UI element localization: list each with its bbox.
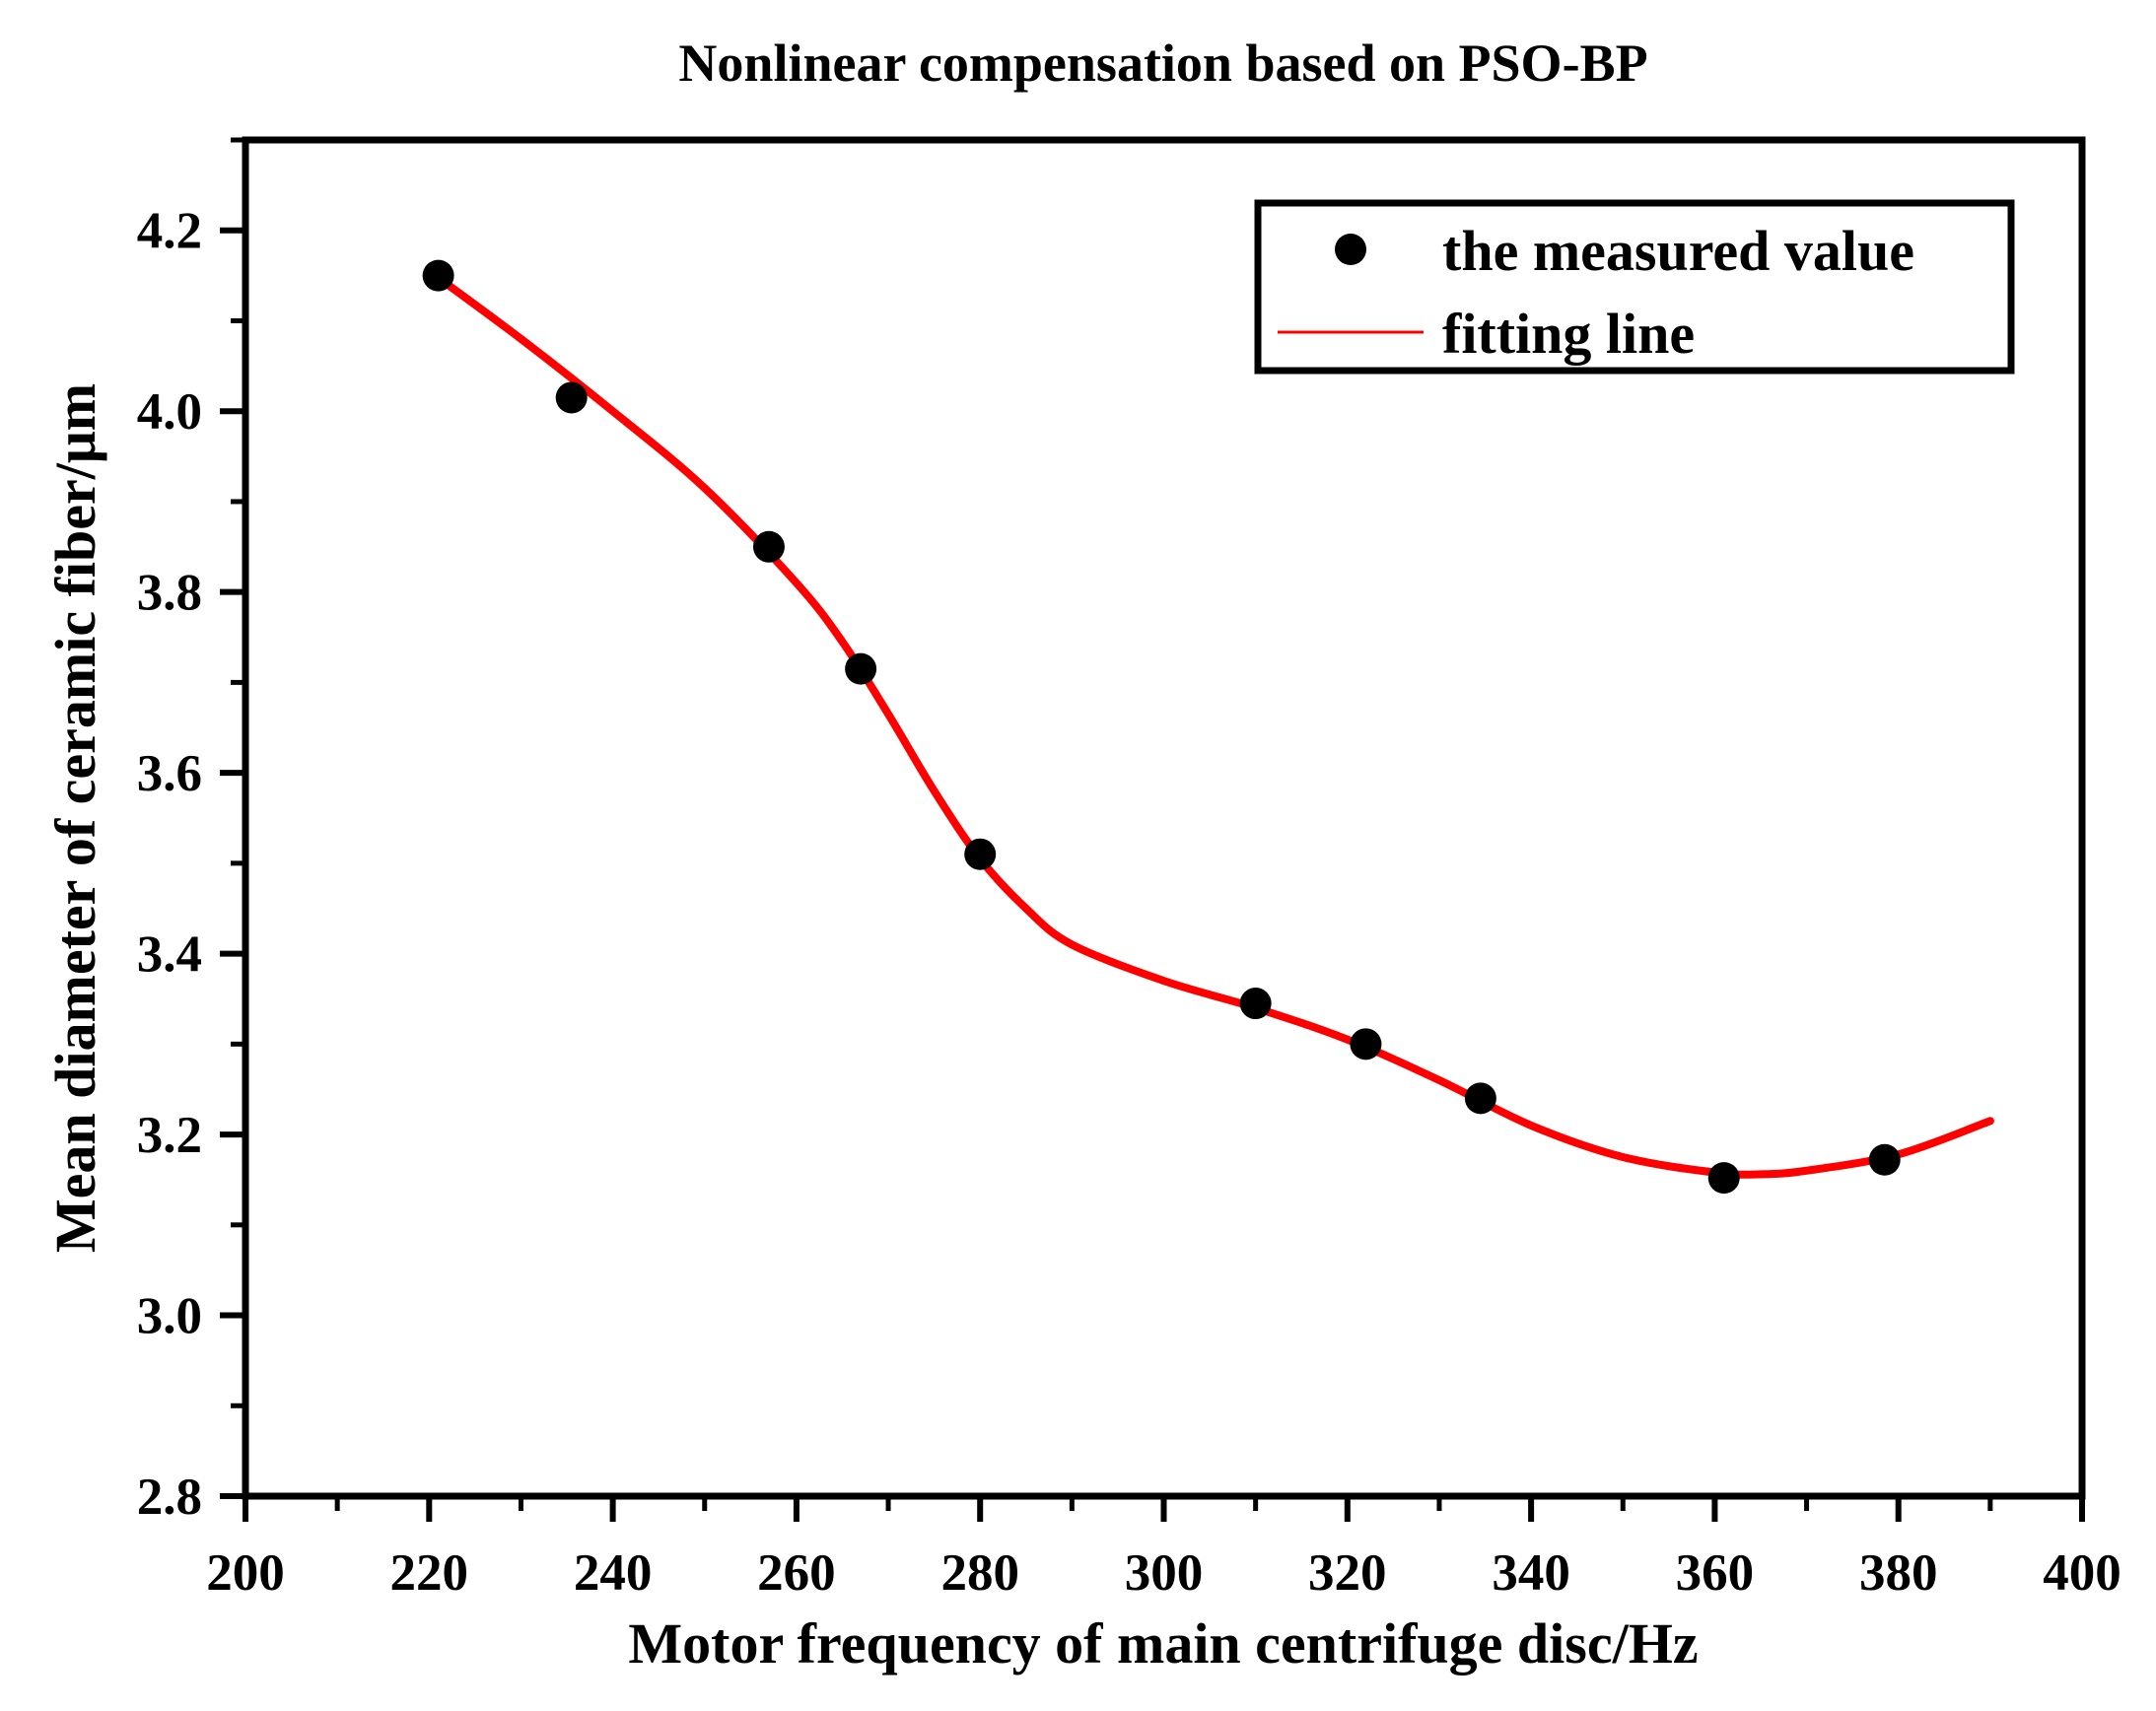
- legend-marker-measured: [1335, 234, 1366, 265]
- x-tick-label: 380: [1859, 1544, 1938, 1602]
- legend-label-measured: the measured value: [1442, 219, 1914, 283]
- y-tick-label: 2.8: [137, 1469, 202, 1526]
- y-axis-label: Mean diameter of ceramic fiber/μm: [43, 383, 107, 1253]
- y-tick-label: 3.8: [137, 565, 202, 622]
- y-tick-label: 3.6: [137, 745, 202, 802]
- x-tick-label: 300: [1125, 1544, 1204, 1602]
- data-point-measured: [1868, 1143, 1901, 1176]
- y-tick-label: 4.0: [137, 383, 202, 441]
- x-tick-label: 320: [1308, 1544, 1387, 1602]
- data-point-measured: [845, 652, 877, 685]
- x-tick-label: 340: [1492, 1544, 1570, 1602]
- y-tick-label: 3.0: [137, 1288, 202, 1345]
- x-axis-label: Motor frequency of main centrifuge disc/…: [628, 1611, 1698, 1676]
- x-tick-label: 200: [206, 1544, 285, 1602]
- y-tick-label: 4.2: [137, 203, 202, 260]
- data-point-measured: [1239, 988, 1272, 1020]
- legend-label-fitting: fitting line: [1442, 302, 1695, 366]
- y-tick-label: 3.2: [137, 1107, 202, 1164]
- data-point-measured: [1350, 1028, 1382, 1061]
- data-point-measured: [1464, 1082, 1496, 1115]
- chart-title: Nonlinear compensation based on PSO-BP: [678, 34, 1647, 93]
- x-tick-label: 220: [390, 1544, 469, 1602]
- x-tick-label: 360: [1676, 1544, 1755, 1602]
- legend-box: [1254, 199, 2015, 375]
- legend: the measured value fitting line: [1254, 199, 2015, 375]
- data-point-measured: [422, 259, 454, 292]
- tick-labels-layer: 200 220 240 260 280 300 320 340 360 380 400 2.8 3.0 3…: [137, 203, 2121, 1602]
- x-tick-label: 400: [2043, 1544, 2121, 1602]
- data-point-measured: [555, 381, 588, 414]
- series-layer: [422, 259, 1994, 1195]
- y-tick-label: 3.4: [137, 926, 202, 984]
- x-tick-label: 280: [940, 1544, 1019, 1602]
- data-point-measured: [752, 530, 785, 563]
- plot-frame: [242, 136, 2086, 1500]
- data-point-measured: [1707, 1162, 1740, 1195]
- x-tick-label: 240: [574, 1544, 653, 1602]
- fitting-line: [425, 267, 1994, 1179]
- x-tick-label: 260: [757, 1544, 836, 1602]
- data-point-measured: [964, 838, 997, 870]
